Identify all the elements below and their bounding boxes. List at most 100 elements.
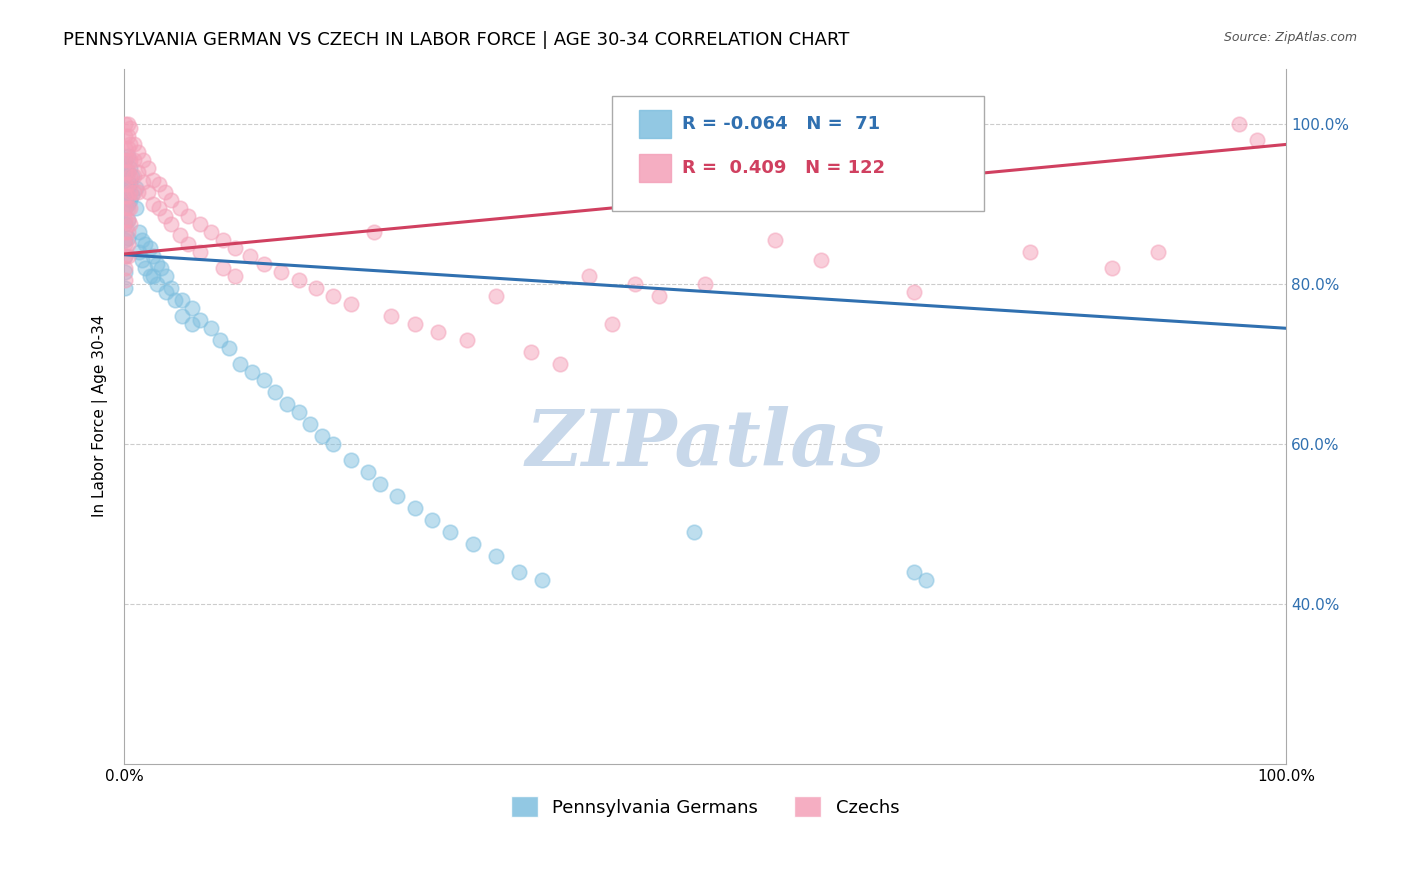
Point [340,297,363,311]
Point [120,194,142,208]
Point [218,341,240,355]
Point [117,231,139,245]
Point [159,218,181,232]
Point [148,178,170,192]
Point [127,165,149,179]
Point [624,277,647,292]
Point [122,169,145,184]
Point [114,218,136,232]
Point [485,289,508,303]
Point [120,202,142,216]
Point [165,293,187,308]
Point [224,269,246,284]
Point [188,313,211,327]
Point [127,186,149,200]
Y-axis label: In Labor Force | Age 30-34: In Labor Force | Age 30-34 [93,315,108,517]
Point [224,241,246,255]
Point [439,524,461,539]
Point [122,137,145,152]
Point [120,121,142,136]
Point [153,210,176,224]
Point [146,257,169,271]
Point [114,153,136,168]
Point [169,202,191,216]
Point [600,318,623,332]
Bar [638,111,672,138]
Point [114,153,136,168]
Point [117,249,139,263]
Point [188,245,211,260]
Point [810,253,832,268]
Point [142,197,165,211]
Point [287,273,309,287]
Point [159,281,181,295]
Point [114,169,136,184]
Point [117,165,139,179]
Point [212,261,235,276]
Point [114,265,136,279]
Point [150,261,173,276]
Point [122,153,145,168]
Point [121,187,143,202]
Point [682,524,704,539]
Point [120,137,142,152]
Point [531,573,554,587]
Point [148,202,170,216]
Point [128,245,150,260]
Point [647,289,669,303]
Point [114,178,136,192]
Legend: Pennsylvania Germans, Czechs: Pennsylvania Germans, Czechs [503,789,907,824]
Point [120,161,142,176]
Text: PENNSYLVANIA GERMAN VS CZECH IN LABOR FORCE | AGE 30-34 CORRELATION CHART: PENNSYLVANIA GERMAN VS CZECH IN LABOR FO… [63,31,849,49]
Point [188,218,211,232]
Point [117,165,139,179]
Point [125,181,148,195]
Point [117,178,139,192]
Point [299,417,322,432]
Bar [638,154,672,182]
Point [311,429,333,443]
Point [903,285,925,300]
Text: R = -0.064   N =  71: R = -0.064 N = 71 [682,115,880,133]
Point [322,289,344,303]
Point [1101,261,1123,276]
Point [159,194,181,208]
Point [380,310,402,324]
Point [117,141,139,155]
Point [114,249,136,263]
FancyBboxPatch shape [612,96,984,211]
Point [127,145,149,160]
Point [117,118,139,132]
Point [142,173,165,187]
Point [117,202,139,216]
Point [114,118,136,132]
Point [368,477,391,491]
Point [322,437,344,451]
Point [114,233,136,247]
Point [146,277,169,292]
Point [155,269,177,284]
Point [114,202,136,216]
Point [134,261,156,276]
Point [131,253,153,268]
Text: Source: ZipAtlas.com: Source: ZipAtlas.com [1223,31,1357,45]
Point [117,213,139,227]
Point [229,357,252,371]
Point [172,310,194,324]
Point [305,281,328,295]
Point [120,186,142,200]
Point [120,153,142,168]
Point [426,325,449,339]
Point [1246,133,1268,147]
Point [114,141,136,155]
Point [114,273,136,287]
Point [117,197,139,211]
Point [114,281,136,295]
Point [120,218,142,232]
Point [114,186,136,200]
Point [117,153,139,168]
Point [357,465,380,479]
Point [122,186,145,200]
Point [1229,118,1251,132]
Point [420,513,443,527]
